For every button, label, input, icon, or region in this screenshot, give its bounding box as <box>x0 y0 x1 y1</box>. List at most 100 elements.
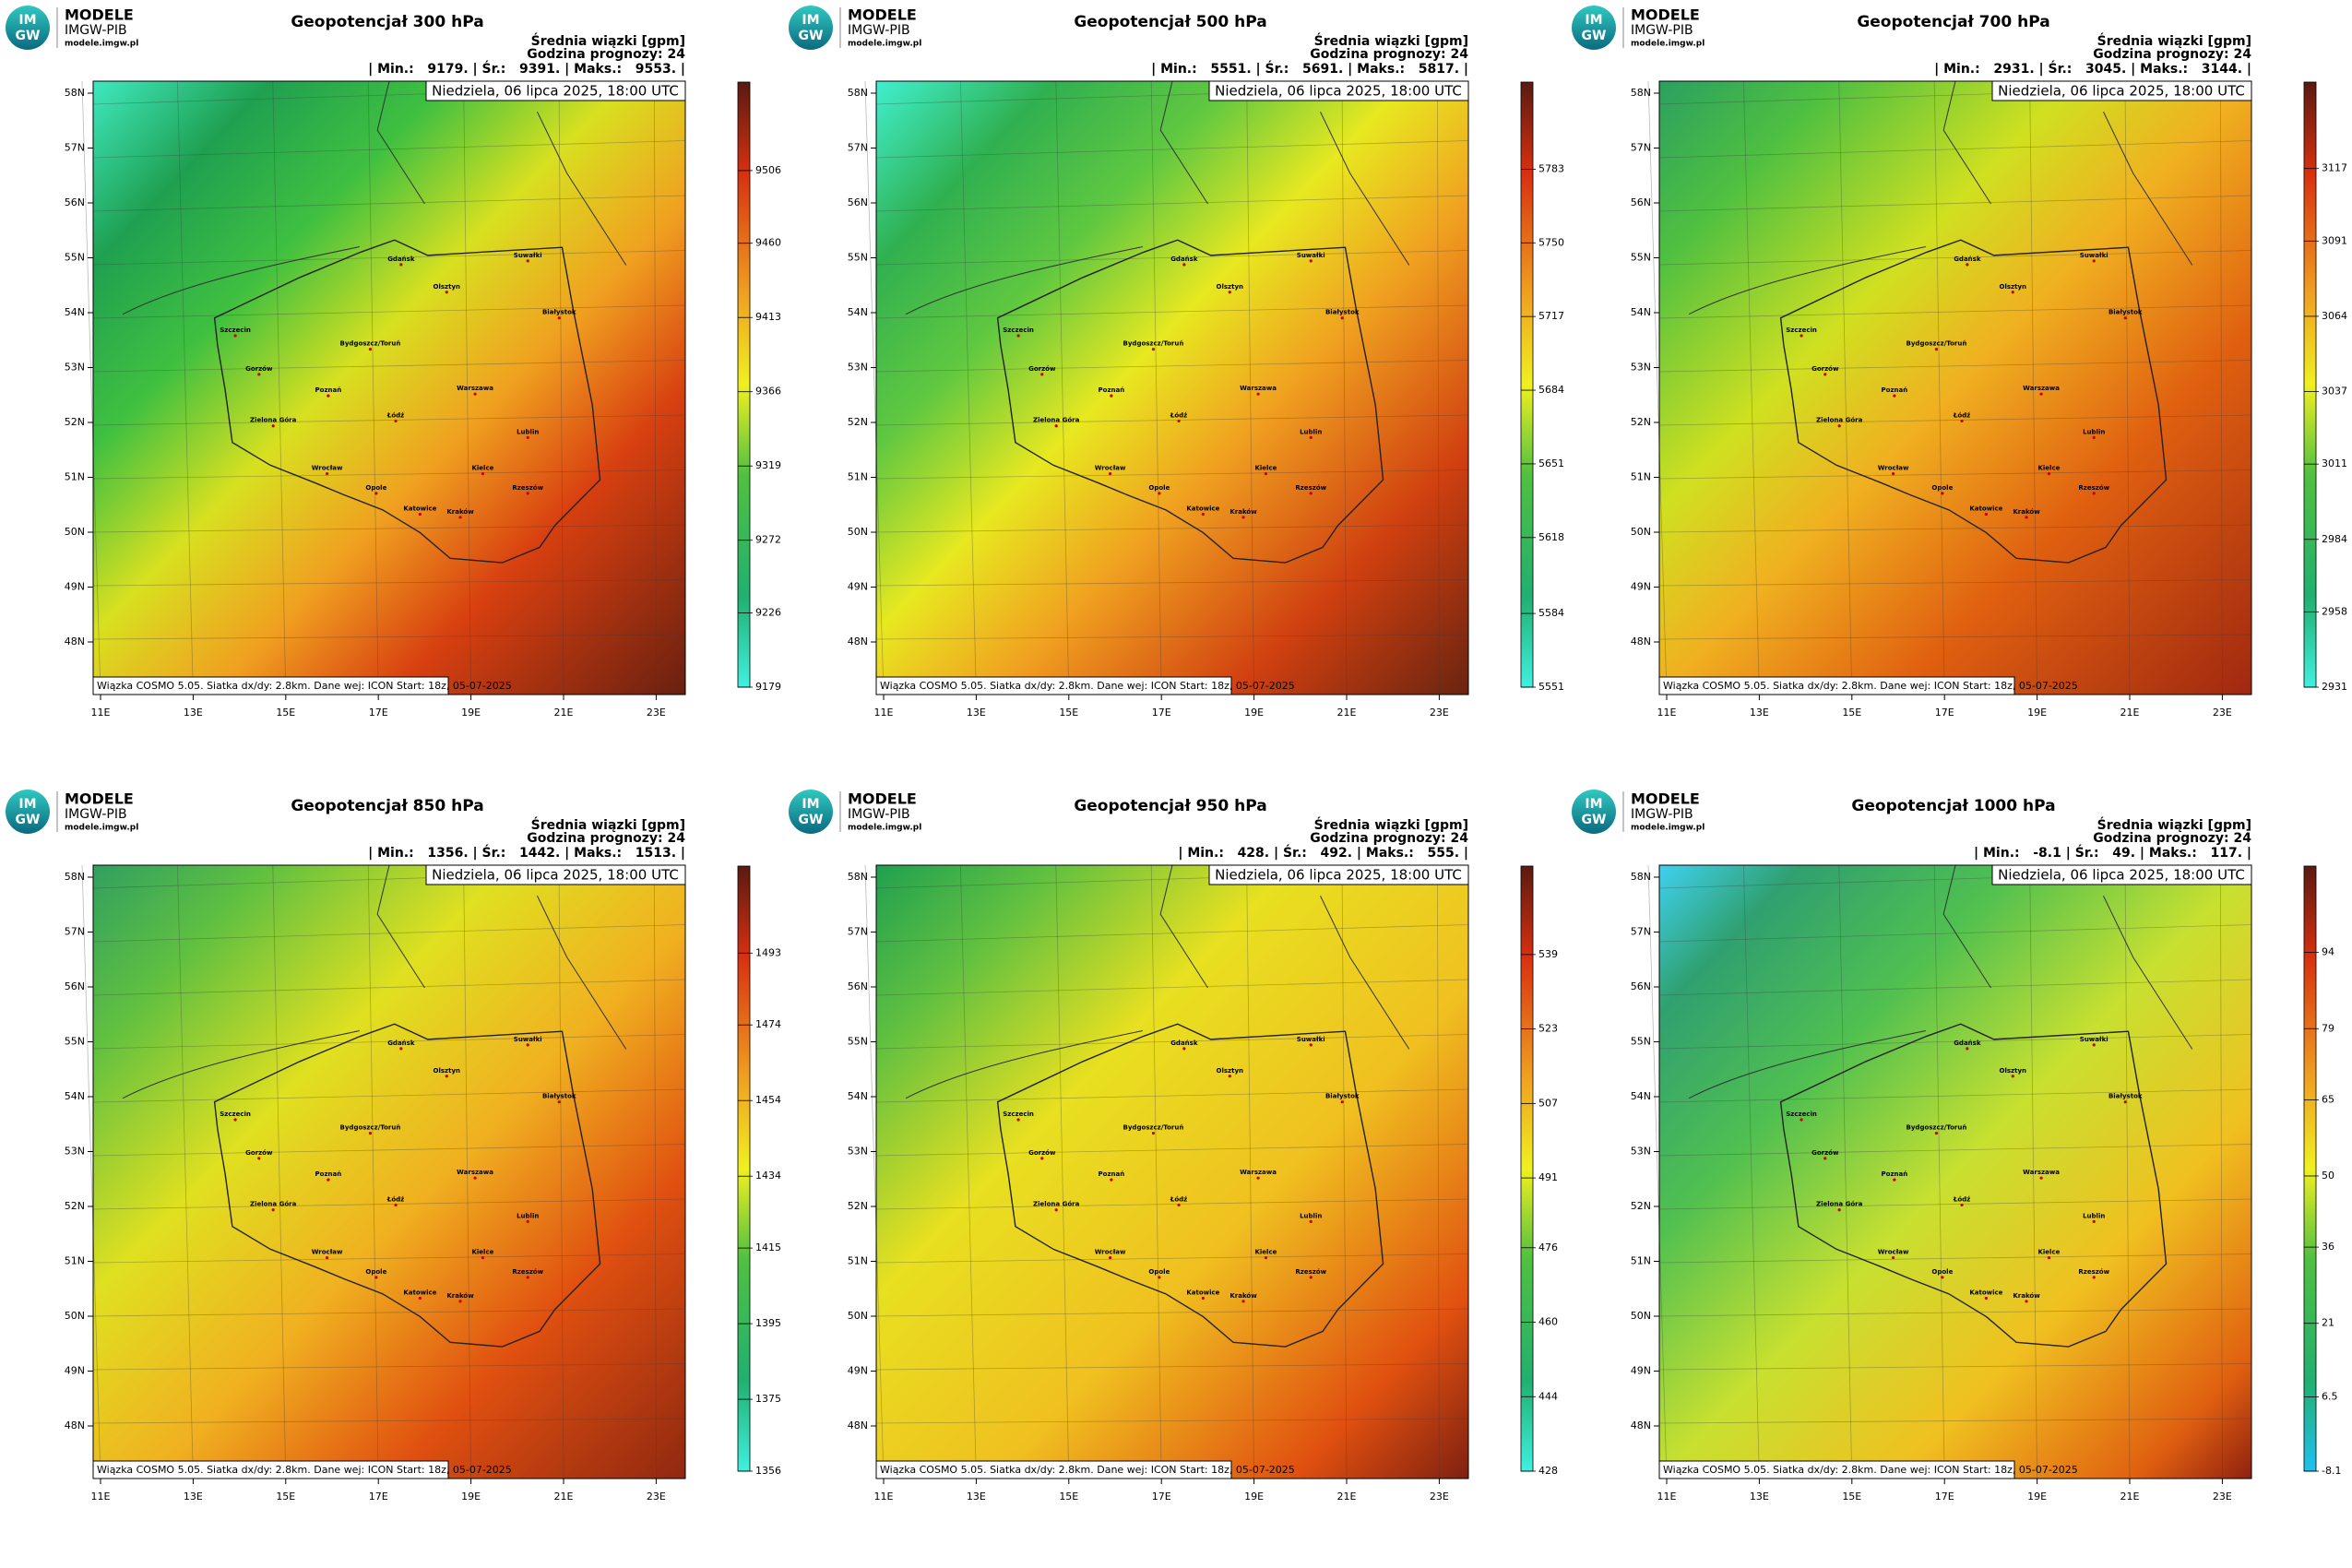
city-dot <box>1823 373 1827 376</box>
map-frame <box>875 864 1469 1479</box>
lon-label: 15E <box>1059 1491 1078 1503</box>
grid-line <box>92 360 686 373</box>
city-dot <box>2011 1075 2014 1078</box>
logo-url: modele.imgw.pl <box>1631 40 1705 49</box>
city-dot <box>1837 424 1841 428</box>
grid-line <box>1658 1034 2252 1050</box>
grid-line <box>1743 80 1760 695</box>
grid-line <box>1341 864 1348 1479</box>
grid-line <box>177 864 194 1479</box>
lon-label: 23E <box>2213 707 2232 719</box>
city-label: Warszawa <box>2023 1169 2060 1176</box>
colorbar-tick-label: 1356 <box>755 1465 781 1477</box>
map-frame <box>875 80 1469 695</box>
lat-label: 53N <box>65 1146 85 1158</box>
grid-line <box>92 304 686 319</box>
lat-label: 58N <box>1631 87 1651 99</box>
city-dot <box>1309 435 1313 439</box>
lon-label: 15E <box>1059 707 1078 719</box>
grid-line <box>1658 579 2252 587</box>
grid-line <box>367 864 379 1479</box>
city-dot <box>1256 392 1260 396</box>
city-dot <box>2092 259 2096 263</box>
logo-icon <box>6 790 50 834</box>
grid-line <box>2220 80 2223 695</box>
city-label: Opole <box>365 1268 386 1276</box>
city-label: Gdańsk <box>1954 1039 1981 1047</box>
city-dot <box>1201 512 1205 517</box>
logo-url: modele.imgw.pl <box>848 824 921 833</box>
coastline <box>905 864 1410 1099</box>
grid-line <box>367 80 379 695</box>
lat-label: 48N <box>65 1420 85 1431</box>
grid-line <box>92 1034 686 1050</box>
grid-line <box>875 469 1469 480</box>
date-label: Niedziela, 06 lipca 2025, 18:00 UTC <box>1998 867 2245 884</box>
lat-label: 52N <box>65 1200 85 1212</box>
lat-label: 57N <box>1631 142 1651 154</box>
lat-label: 54N <box>65 1090 85 1102</box>
colorbar-tick-label: 5618 <box>1538 531 1564 543</box>
city-label: Katowice <box>1186 1289 1219 1297</box>
lon-label: 19E <box>2027 1491 2047 1503</box>
city-dot <box>1256 1176 1260 1180</box>
logo-icon-text: IM <box>802 13 819 28</box>
lon-label: 17E <box>369 1491 388 1503</box>
lat-label: 51N <box>1631 471 1651 483</box>
lat-label: 51N <box>848 1255 868 1267</box>
colorbar-tick-label: 9272 <box>755 534 781 546</box>
grid-line <box>92 524 686 533</box>
lon-label: 17E <box>1152 707 1171 719</box>
grid-line <box>960 864 977 1479</box>
grid-line <box>92 634 686 640</box>
lat-label: 49N <box>848 581 868 593</box>
country-border <box>1779 1023 2168 1348</box>
coastline <box>122 864 627 1099</box>
grid-line <box>2124 864 2131 1479</box>
colorbar-tick-label: 3064 <box>2322 310 2347 322</box>
grid-line <box>272 864 287 1479</box>
city-label: Wrocław <box>1095 1249 1126 1256</box>
city-label: Kielce <box>1254 1249 1277 1256</box>
footer: Wiązka COSMO 5.05. Siatka dx/dy: 2.8km. … <box>1663 680 2078 692</box>
city-label: Łódź <box>1170 1195 1187 1203</box>
city-dot <box>445 291 448 294</box>
lat-label: 55N <box>848 1036 868 1048</box>
grid-line <box>1647 80 1668 695</box>
colorbar-tick-label: 5783 <box>1538 162 1564 174</box>
colorbar-tick-label: 9179 <box>755 681 781 693</box>
city-label: Opole <box>1931 1268 1953 1276</box>
city-dot <box>1984 512 1988 517</box>
grid-line <box>92 1144 686 1157</box>
lat-label: 50N <box>848 526 868 538</box>
city-dot <box>2092 1276 2096 1279</box>
city-dot <box>1966 1047 1969 1051</box>
city-label: Zielona Góra <box>1816 417 1863 424</box>
lat-label: 57N <box>848 142 868 154</box>
city-label: Gdańsk <box>1170 1039 1198 1047</box>
logo-icon-text: IM <box>802 797 819 812</box>
panel-title: Geopotencjał 300 hPa <box>291 13 483 31</box>
city-label: Szczecin <box>1786 327 1817 334</box>
city-label: Łódź <box>1170 411 1187 419</box>
city-label: Białystok <box>1325 1093 1360 1100</box>
lat-label: 51N <box>65 1255 85 1267</box>
grid-line <box>558 864 564 1479</box>
map-field <box>1659 81 2251 695</box>
city-label: Gorzów <box>1028 1149 1056 1157</box>
colorbar <box>2303 81 2317 688</box>
lon-label: 15E <box>1842 1491 1861 1503</box>
stats: | Min.: 428. | Śr.: 492. | Maks.: 555. | <box>1178 844 1468 861</box>
city-dot <box>481 472 485 476</box>
colorbar <box>2303 865 2317 1472</box>
lat-label: 51N <box>1631 1255 1651 1267</box>
colorbar-tick-label: 50 <box>2322 1170 2334 1182</box>
colorbar-tick-label: 3091 <box>2322 234 2347 246</box>
logo-brand: MODELE <box>1631 790 1700 808</box>
lat-label: 57N <box>65 142 85 154</box>
city-label: Lublin <box>517 428 539 435</box>
grid-line <box>1658 524 2252 533</box>
panel-title: Geopotencjał 500 hPa <box>1074 13 1266 31</box>
city-dot <box>233 334 237 338</box>
